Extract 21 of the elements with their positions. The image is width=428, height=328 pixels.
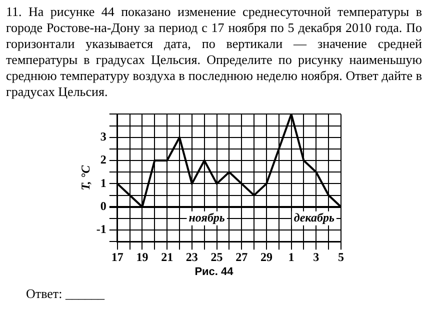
chart-title: 11. На рисунке 44 показано изменение среднесуточной температуры в городе Ростове-на-Дону за период с 17 ноября по 5 декабря 2010 года. По горизонтали указывается дата, по вертикали — значение средней температуры в градусах Цельсия. Определите по рисунку наименьшую среднюю температуру воздуха в последнюю неделю ноября. Ответ дайте в градусах Цельсия. <box>6 4 422 100</box>
x-tick-label: 23 <box>186 250 198 264</box>
x-tick-label: 5 <box>338 250 344 264</box>
x-tick-label: 27 <box>236 250 248 264</box>
text: Рис. 44 <box>194 266 234 278</box>
x-tick-label: 19 <box>136 250 148 264</box>
y-tick-label: -1 <box>96 222 106 236</box>
x-tick-label: 21 <box>161 250 174 264</box>
y-tick-label: 3 <box>100 129 106 144</box>
x-tick-label: 1 <box>288 250 294 264</box>
x-tick-label: 17 <box>111 250 124 264</box>
x-tick-label: 29 <box>260 250 272 264</box>
text: Ответ: ______ <box>26 286 106 302</box>
x-tick-label: 25 <box>210 250 223 264</box>
annotation: ноябрь <box>188 210 226 225</box>
y-tick-label: 0 <box>100 198 106 213</box>
y-tick-label: 2 <box>100 152 106 167</box>
annotation: декабрь <box>294 210 335 225</box>
y-tick-label: 1 <box>100 176 106 190</box>
y-axis-title: T, °C <box>78 164 92 190</box>
x-tick-label: 3 <box>313 250 320 264</box>
